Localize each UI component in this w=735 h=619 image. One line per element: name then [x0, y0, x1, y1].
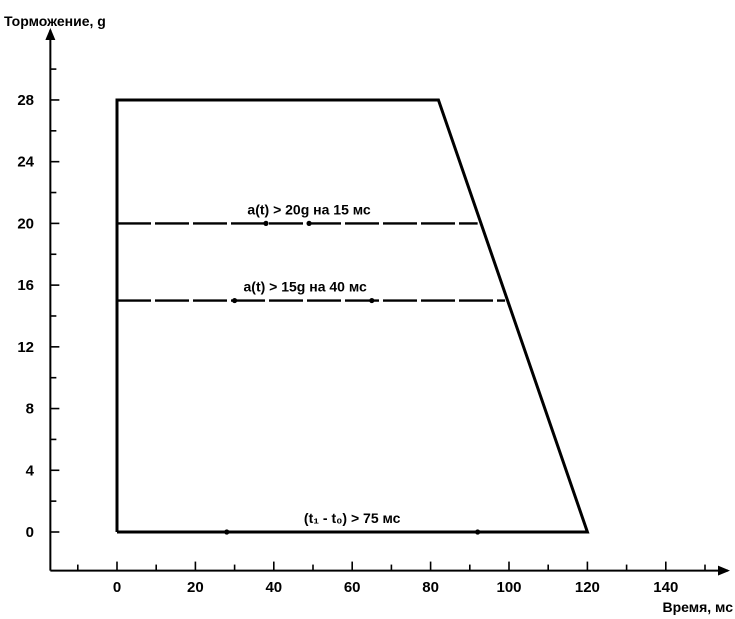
x-tick-label: 20 — [187, 579, 204, 596]
y-tick-label: 24 — [17, 154, 34, 171]
y-tick-label: 28 — [17, 92, 34, 109]
annotation-label-1: a(t) > 20g на 15 мс — [247, 201, 371, 217]
x-tick-label: 40 — [265, 579, 282, 596]
annotation-label-3: (t₁ - t₀) > 75 мс — [304, 510, 401, 526]
y-tick-label: 12 — [17, 339, 34, 356]
x-tick-label: 140 — [653, 579, 678, 596]
y-tick-label: 4 — [26, 462, 35, 479]
y-axis-ticks: 0 4 8 12 16 20 24 28 — [17, 68, 60, 541]
annotations: a(t) > 20g на 15 мс a(t) > 15g на 40 мс (t… — [117, 201, 588, 535]
axes — [45, 28, 730, 576]
y-tick-label: 16 — [17, 277, 34, 294]
series-group — [115, 98, 590, 534]
y-axis-title: Торможение, g — [4, 13, 106, 29]
x-tick-label: 60 — [344, 579, 361, 596]
annotation-marker — [232, 297, 238, 304]
annotation-marker — [369, 297, 375, 304]
x-tick-label: 100 — [496, 579, 521, 596]
x-tick-label: 120 — [575, 579, 600, 596]
y-tick-label: 0 — [26, 524, 34, 541]
annotation-marker — [306, 220, 312, 226]
y-tick-label: 20 — [17, 215, 34, 232]
y-tick-label: 8 — [26, 401, 34, 418]
annotation-marker — [263, 220, 269, 226]
x-axis-ticks: 0 20 40 60 80 100 120 140 — [77, 561, 706, 596]
x-axis-title: Время, мс — [662, 599, 733, 615]
x-tick-label: 80 — [422, 579, 439, 596]
x-tick-label: 0 — [113, 579, 121, 596]
series-line-1 — [115, 98, 590, 534]
annotation-label-2: a(t) > 15g на 40 мс — [244, 279, 368, 295]
